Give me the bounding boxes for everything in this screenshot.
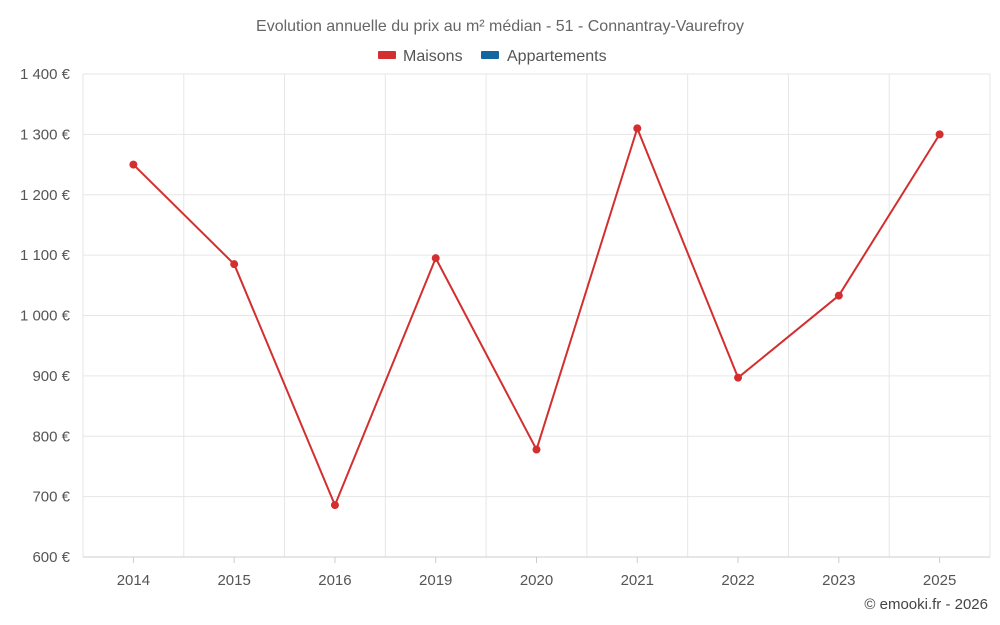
x-axis-ticks: 2014 2015 2016 2019 2020 2021 2022 2023 2025 (117, 557, 956, 589)
y-tick-label: 900 € (32, 368, 70, 385)
data-point-maisons[interactable] (330, 501, 339, 510)
data-point-maisons[interactable] (734, 373, 743, 382)
x-tick-label: 2015 (217, 572, 250, 589)
y-tick-label: 800 € (32, 428, 70, 445)
y-tick-label: 1 300 € (20, 126, 71, 143)
credit-text: © emooki.fr - 2026 (864, 596, 988, 613)
y-tick-label: 600 € (32, 549, 70, 566)
data-point-maisons[interactable] (834, 291, 843, 300)
x-tick-label: 2019 (419, 572, 452, 589)
y-axis-ticks: 600 € 700 € 800 € 900 € 1 000 € 1 100 € 1 200 … (20, 66, 71, 566)
data-point-maisons[interactable] (431, 254, 440, 263)
x-tick-label: 2014 (117, 572, 150, 589)
y-tick-label: 1 400 € (20, 66, 71, 83)
x-tick-label: 2021 (621, 572, 654, 589)
legend: Maisons Appartements (378, 48, 607, 65)
y-tick-label: 1 200 € (20, 187, 71, 204)
x-tick-label: 2020 (520, 572, 553, 589)
data-point-maisons[interactable] (935, 130, 944, 139)
y-tick-label: 1 100 € (20, 247, 71, 264)
data-point-maisons[interactable] (129, 160, 138, 169)
legend-label-appartements[interactable]: Appartements (507, 48, 607, 65)
legend-swatch-maisons[interactable] (378, 51, 396, 59)
data-point-maisons[interactable] (633, 124, 642, 133)
chart-title: Evolution annuelle du prix au m² médian … (256, 18, 744, 35)
grid (82, 73, 991, 558)
y-tick-label: 700 € (32, 489, 70, 506)
x-tick-label: 2016 (318, 572, 351, 589)
data-point-maisons[interactable] (532, 445, 541, 454)
data-point-maisons[interactable] (230, 260, 239, 269)
x-tick-label: 2022 (721, 572, 754, 589)
series-maisons (129, 124, 944, 510)
y-tick-label: 1 000 € (20, 308, 71, 325)
x-tick-label: 2023 (822, 572, 855, 589)
legend-label-maisons[interactable]: Maisons (403, 48, 463, 65)
legend-swatch-appartements[interactable] (481, 51, 499, 59)
x-tick-label: 2025 (923, 572, 956, 589)
